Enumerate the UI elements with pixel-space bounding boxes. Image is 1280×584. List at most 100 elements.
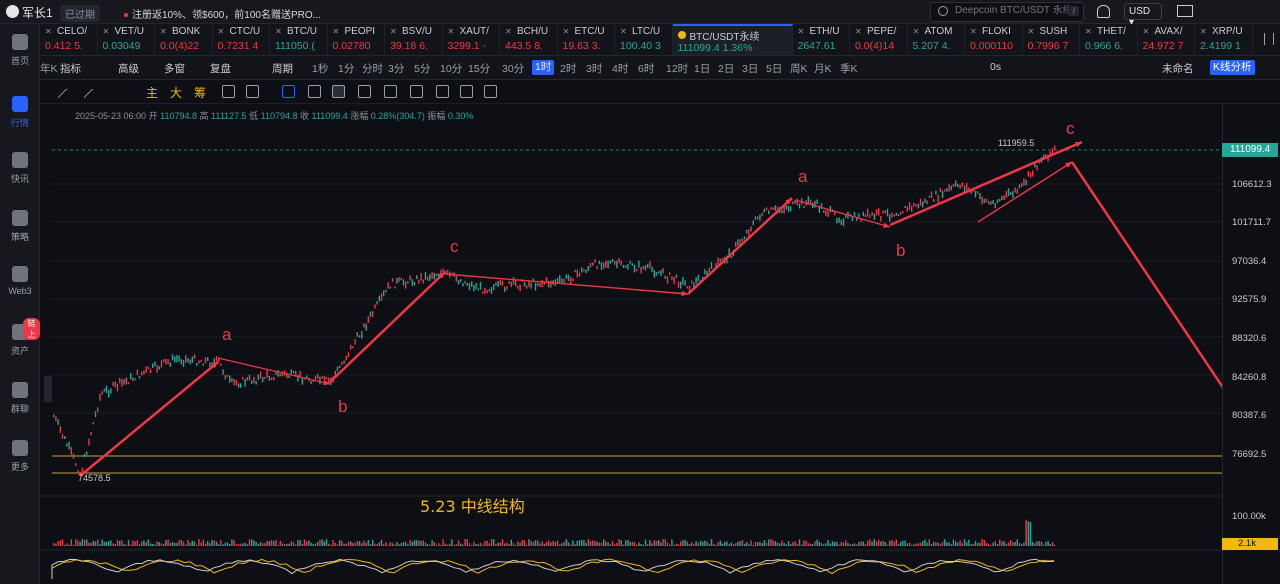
interval-15[interactable]: 2日	[718, 63, 735, 75]
indicators-button[interactable]: 指标	[60, 63, 81, 75]
close-icon[interactable]: ✕	[447, 27, 455, 36]
ticker-item[interactable]: ✕ PEOPI 0.02780	[328, 24, 385, 55]
sidebar-item-2[interactable]: 快讯	[0, 152, 40, 185]
interval-6[interactable]: 15分	[468, 63, 491, 75]
sidebar-item-5[interactable]: 资产 链上	[0, 318, 40, 357]
interval-12[interactable]: 6时	[638, 63, 655, 75]
interval-21[interactable]: 年K	[40, 63, 58, 75]
main-indicator-button[interactable]: 主	[146, 86, 159, 100]
close-icon[interactable]: ✕	[797, 27, 805, 36]
price-axis[interactable]	[1222, 104, 1280, 584]
close-icon[interactable]: ✕	[970, 27, 977, 36]
ticker-item[interactable]: ✕ CELO/0.412 5.	[40, 24, 98, 55]
ticker-item[interactable]: ✕ BCH/U 443.5 8.	[500, 24, 558, 55]
collapse-handle[interactable]	[44, 376, 52, 402]
close-icon[interactable]: ✕	[505, 27, 512, 36]
candle-icon[interactable]	[358, 85, 371, 98]
trash-icon[interactable]	[484, 85, 497, 98]
note-icon[interactable]	[410, 85, 423, 98]
ticker-item[interactable]: ✕ FLOKI 0.000110	[965, 24, 1023, 55]
close-icon[interactable]: ✕	[1085, 27, 1092, 36]
ticker-item[interactable]: BTC/USDT永续 111099.4 1.36%	[672, 24, 793, 55]
eraser-icon[interactable]	[308, 85, 321, 98]
close-icon[interactable]: ✕	[620, 27, 627, 36]
ticker-item[interactable]: ✕ SUSH 0.7996 7	[1023, 24, 1080, 55]
kline-analysis-button[interactable]: K线分析	[1210, 60, 1255, 75]
lock-icon[interactable]	[384, 85, 397, 98]
interval-18[interactable]: 周K	[790, 63, 808, 75]
interval-14[interactable]: 1日	[694, 63, 711, 75]
close-icon[interactable]: ✕	[390, 27, 397, 36]
big-order-button[interactable]: 大	[170, 86, 183, 100]
advanced-button[interactable]: 高级	[118, 63, 139, 75]
interval-5[interactable]: 10分	[440, 63, 463, 75]
close-icon[interactable]: ✕	[102, 27, 110, 36]
user-menu[interactable]: 军长1	[6, 4, 53, 21]
close-icon[interactable]: ✕	[160, 27, 167, 36]
interval-9[interactable]: 2时	[560, 63, 577, 75]
sidebar-item-3[interactable]: 策略	[0, 210, 40, 243]
close-icon[interactable]: ✕	[217, 27, 225, 36]
interval-11[interactable]: 4时	[612, 63, 629, 75]
interval-3[interactable]: 3分	[388, 63, 405, 75]
copy-icon[interactable]	[222, 85, 235, 98]
ticker-item[interactable]: ✕ ETC/U 19.63 3.	[558, 24, 615, 55]
interval-16[interactable]: 3日	[742, 63, 759, 75]
ticker-item[interactable]: ✕ ATOM 5.207 4.	[908, 24, 965, 55]
interval-7[interactable]: 30分	[502, 63, 525, 75]
interval-10[interactable]: 3时	[586, 63, 603, 75]
bell-icon[interactable]	[1097, 5, 1110, 18]
sidebar-item-7[interactable]: 更多	[0, 440, 40, 473]
close-icon[interactable]: ✕	[1027, 27, 1035, 36]
ticker-item[interactable]: ✕ BSV/U 39.18 6.	[385, 24, 443, 55]
close-icon[interactable]: ✕	[562, 27, 570, 36]
interval-0[interactable]: 1秒	[312, 63, 329, 75]
ticker-item[interactable]: ✕ BONK 0.0(4)22	[155, 24, 213, 55]
period-button[interactable]: 周期	[272, 63, 293, 75]
close-icon[interactable]: ✕	[332, 27, 340, 36]
search-box[interactable]: /	[930, 2, 1084, 22]
interval-19[interactable]: 月K	[814, 63, 832, 75]
chip-button[interactable]: 筹	[194, 86, 207, 100]
interval-2[interactable]: 分时	[362, 63, 383, 75]
ticker-item[interactable]: ✕ CTC/U 0.7231 4	[213, 24, 270, 55]
close-icon[interactable]: ✕	[855, 27, 862, 36]
ticker-item[interactable]: ✕ AVAX/24.972 7	[1138, 24, 1195, 55]
replay-button[interactable]: 复盘	[210, 63, 231, 75]
price-chart[interactable]: a b c a b c 74578.5 111959.5 5.23 中线结构	[40, 104, 1222, 584]
promo-link[interactable]: 注册返10%、领$600，前100名赠送PRO...	[124, 6, 321, 21]
close-icon[interactable]: ✕	[1142, 27, 1150, 36]
close-icon[interactable]: ✕	[45, 27, 52, 36]
sidebar-item-1[interactable]: 行情	[0, 96, 40, 129]
ticker-item[interactable]: ✕ ETH/U 2647.61	[793, 24, 850, 55]
ticker-more-icon[interactable]	[1264, 33, 1274, 45]
interval-1[interactable]: 1分	[338, 63, 355, 75]
filter-icon[interactable]	[460, 85, 473, 98]
interval-13[interactable]: 12时	[666, 63, 689, 75]
interval-4[interactable]: 5分	[414, 63, 431, 75]
ticker-item[interactable]: ✕ BTC/U 111050.(	[270, 24, 328, 55]
ticker-item[interactable]: ✕ PEPE/0.0(4)14	[850, 24, 908, 55]
ticker-item[interactable]: ✕ XAUT/3299.1 -	[443, 24, 500, 55]
close-icon[interactable]: ✕	[1200, 27, 1207, 36]
ticker-item[interactable]: ✕ THET/0.966 6.	[1080, 24, 1138, 55]
crop-icon[interactable]	[282, 85, 295, 98]
close-icon[interactable]: ✕	[912, 27, 920, 36]
ticker-item[interactable]: ✕ XRP/U 2.4199 1	[1195, 24, 1253, 55]
layers-icon[interactable]	[246, 85, 259, 98]
sidebar-item-6[interactable]: 群聊	[0, 382, 40, 415]
currency-select[interactable]: USD ▾	[1124, 3, 1162, 28]
link-icon[interactable]	[436, 85, 449, 98]
sidebar-item-4[interactable]: Web3	[0, 266, 40, 296]
search-input[interactable]	[955, 5, 1069, 16]
mail-icon[interactable]	[1177, 5, 1193, 17]
interval-17[interactable]: 5日	[766, 63, 783, 75]
interval-8[interactable]: 1时	[532, 60, 555, 75]
multi-window-button[interactable]: 多窗	[164, 63, 185, 75]
interval-20[interactable]: 季K	[840, 63, 858, 75]
ticker-item[interactable]: ✕ LTC/U 100.40 3	[615, 24, 673, 55]
ticker-item[interactable]: ✕ VET/U 0.03049	[98, 24, 155, 55]
layout-name[interactable]: 未命名	[1162, 63, 1194, 75]
sidebar-item-0[interactable]: 首页	[0, 34, 40, 67]
brush-icon[interactable]	[332, 85, 345, 98]
